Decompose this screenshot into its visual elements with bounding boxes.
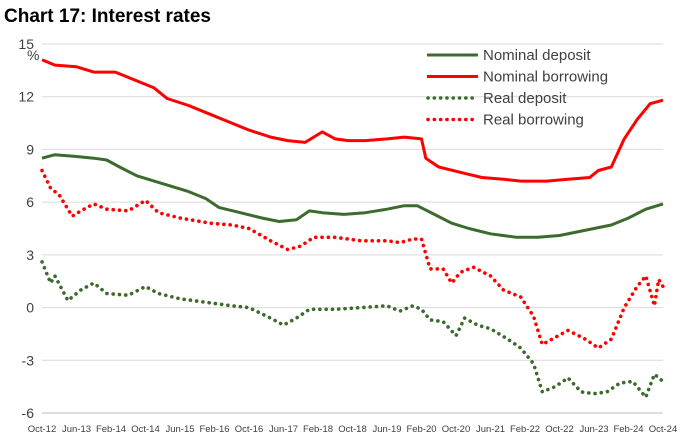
gridlines <box>42 43 663 414</box>
y-tick-label: -3 <box>22 352 35 368</box>
x-tick-label: Feb-22 <box>510 424 540 435</box>
legend: Nominal deposit Nominal borrowing Real dep… <box>426 47 608 129</box>
legend-item: Nominal deposit <box>427 47 591 64</box>
legend-label: Real deposit <box>483 90 567 107</box>
legend-label: Nominal borrowing <box>483 69 608 86</box>
x-tick-label: Feb-16 <box>199 424 229 435</box>
x-tick-label: Feb-14 <box>96 424 126 435</box>
y-tick-label: 3 <box>26 247 34 263</box>
y-tick-label: 6 <box>26 194 34 210</box>
x-axis-ticks: Oct-12 Jun-13 Feb-14 Oct-14 Jun-15 Feb-16 Oct-… <box>28 424 678 435</box>
x-tick-label: Jun-23 <box>579 424 608 435</box>
series-dotted-line <box>40 168 665 350</box>
x-tick-label: Oct-24 <box>649 424 678 435</box>
x-tick-label: Oct-18 <box>338 424 367 435</box>
x-tick-label: Oct-16 <box>235 424 264 435</box>
y-tick-label: 9 <box>26 141 34 157</box>
x-tick-label: Jun-21 <box>476 424 505 435</box>
x-tick-label: Feb-18 <box>303 424 333 435</box>
x-tick-label: Jun-15 <box>165 424 194 435</box>
legend-label: Real borrowing <box>483 112 584 129</box>
x-tick-label: Jun-17 <box>269 424 298 435</box>
series-real-borrowing <box>40 168 665 350</box>
series-dotted-line <box>40 260 665 399</box>
x-tick-label: Jun-19 <box>372 424 401 435</box>
series-real-deposit <box>40 260 665 399</box>
x-tick-label: Oct-20 <box>442 424 471 435</box>
series-line <box>41 153 664 239</box>
series-group <box>40 58 665 399</box>
x-tick-label: Oct-12 <box>28 424 57 435</box>
legend-item: Nominal borrowing <box>427 69 608 86</box>
series-nominal-deposit <box>41 153 664 239</box>
series-nominal-borrowing <box>41 58 664 183</box>
x-tick-label: Feb-20 <box>406 424 436 435</box>
y-tick-label: -6 <box>22 405 35 421</box>
legend-item: Real borrowing <box>426 112 584 129</box>
y-tick-label: 0 <box>26 300 34 316</box>
x-tick-label: Oct-14 <box>131 424 160 435</box>
series-line <box>41 58 664 183</box>
x-tick-label: Jun-13 <box>62 424 91 435</box>
y-tick-label: 15 <box>18 36 34 52</box>
y-tick-label: 12 <box>18 89 34 105</box>
x-tick-label: Oct-22 <box>545 424 574 435</box>
legend-label: Nominal deposit <box>483 47 591 64</box>
chart-title: Chart 17: Interest rates <box>4 6 211 27</box>
y-unit-label: % <box>27 47 39 63</box>
x-tick-label: Feb-24 <box>613 424 643 435</box>
y-axis-ticks: 15 12 9 6 3 0 -3 -6 <box>18 36 34 421</box>
legend-item: Real deposit <box>426 90 567 107</box>
